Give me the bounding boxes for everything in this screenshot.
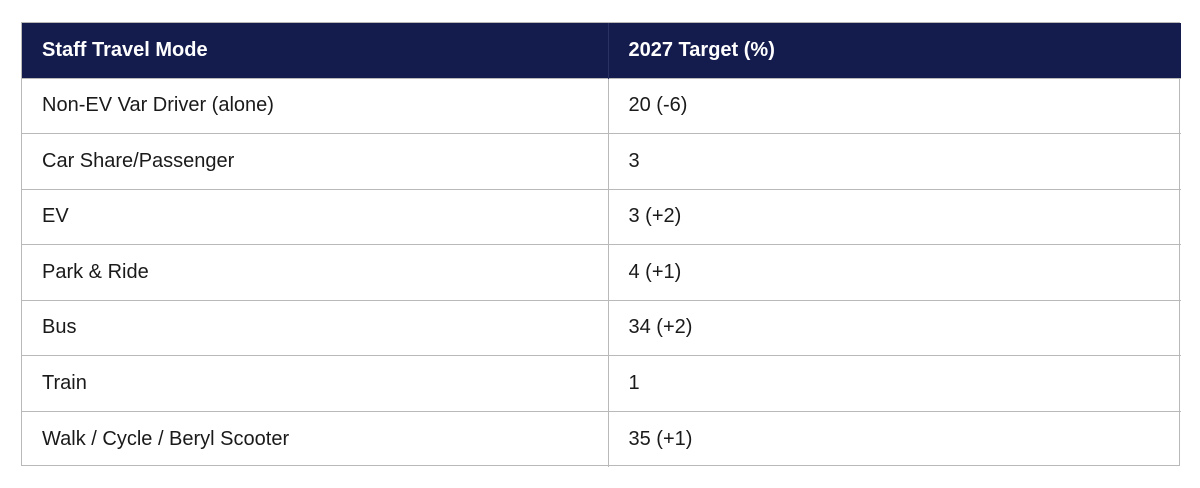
header-staff-travel-mode: Staff Travel Mode (22, 23, 609, 78)
target-cell: 3 (+2) (608, 188, 1181, 245)
table-row: Non-EV Var Driver (alone) 20 (-6) (22, 77, 1181, 134)
target-cell: 1 (608, 355, 1181, 411)
travel-targets-table: Staff Travel Mode 2027 Target (%) Non-EV… (21, 22, 1181, 467)
target-cell: 3 (608, 133, 1181, 189)
table-row: Car Share/Passenger 3 (22, 133, 1181, 189)
travel-mode-cell: Non-EV Var Driver (alone) (22, 77, 609, 134)
travel-mode-cell: Walk / Cycle / Beryl Scooter (22, 410, 609, 467)
target-cell: 20 (-6) (608, 77, 1181, 134)
data-table: Staff Travel Mode 2027 Target (%) Non-EV… (22, 23, 1181, 467)
target-cell: 35 (+1) (608, 410, 1181, 467)
target-cell: 4 (+1) (608, 244, 1181, 300)
table-row: Train 1 (22, 355, 1181, 411)
table-row: EV 3 (+2) (22, 188, 1181, 245)
travel-mode-cell: Bus (22, 299, 609, 356)
target-cell: 34 (+2) (608, 299, 1181, 356)
travel-mode-cell: Train (22, 355, 609, 411)
table-row: Walk / Cycle / Beryl Scooter 35 (+1) (22, 410, 1181, 467)
table-header-row: Staff Travel Mode 2027 Target (%) (22, 23, 1181, 78)
travel-mode-cell: EV (22, 188, 609, 245)
table-row: Bus 34 (+2) (22, 299, 1181, 356)
travel-mode-cell: Park & Ride (22, 244, 609, 300)
header-2027-target: 2027 Target (%) (608, 23, 1181, 78)
table-row: Park & Ride 4 (+1) (22, 244, 1181, 300)
travel-mode-cell: Car Share/Passenger (22, 133, 609, 189)
